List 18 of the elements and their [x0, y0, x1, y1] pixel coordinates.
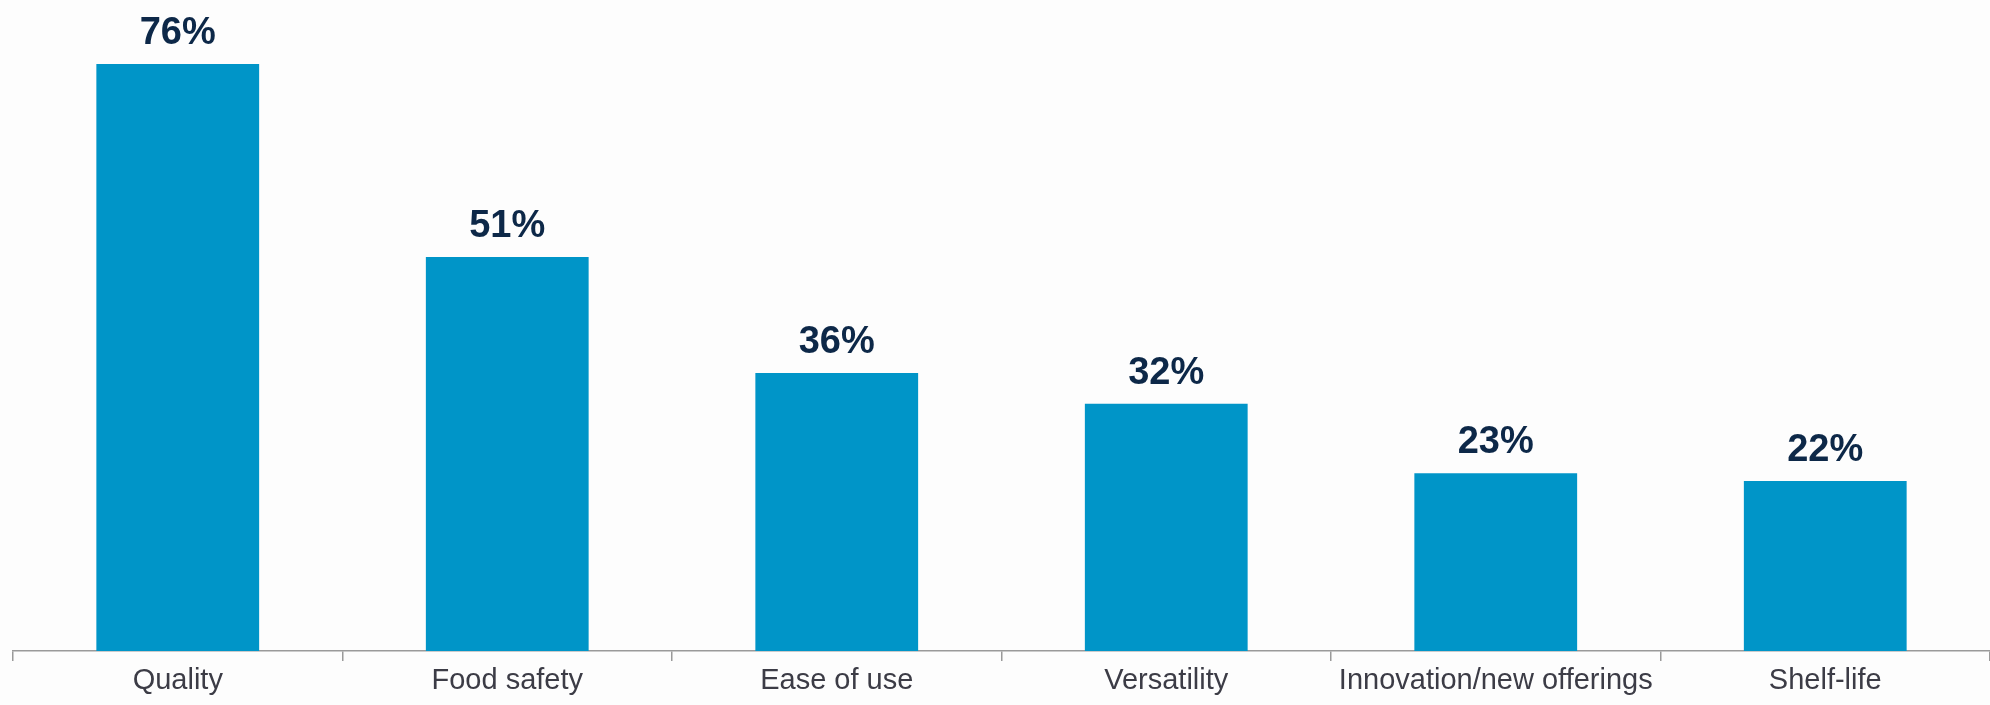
- bar: [96, 63, 260, 651]
- bar: [425, 257, 589, 651]
- data-label: 32%: [1128, 349, 1205, 392]
- x-tick-label: Quality: [132, 662, 224, 695]
- data-label: 36%: [798, 318, 875, 361]
- bar: [755, 372, 919, 651]
- data-label: 23%: [1457, 419, 1534, 462]
- bar: [1414, 473, 1578, 651]
- x-tick-label: Versatility: [1104, 662, 1229, 695]
- x-tick-label: Innovation/new offerings: [1338, 662, 1653, 695]
- x-tick-label: Food safety: [431, 662, 584, 695]
- bar: [1084, 403, 1248, 651]
- data-label: 51%: [469, 203, 546, 246]
- bar: [1743, 481, 1907, 651]
- data-label: 22%: [1787, 427, 1864, 470]
- x-tick-label: Ease of use: [760, 662, 914, 695]
- x-tick-label: Shelf-life: [1768, 662, 1882, 695]
- data-label: 76%: [139, 9, 216, 52]
